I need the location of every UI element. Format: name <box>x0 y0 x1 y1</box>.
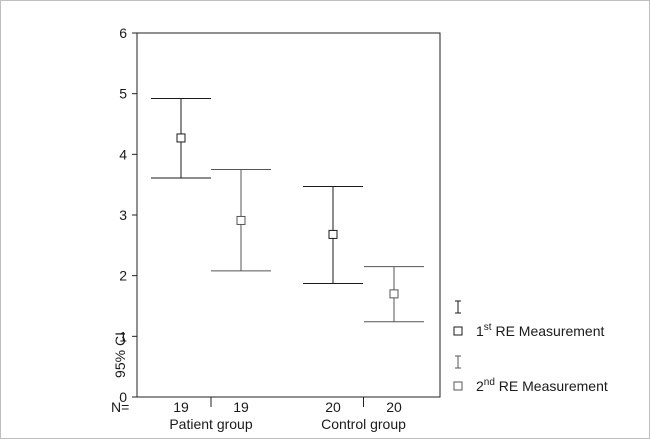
y-tick-label: 5 <box>119 86 127 102</box>
mean-marker <box>328 229 338 239</box>
y-tick-label: 4 <box>119 146 127 162</box>
y-tick-label: 1 <box>119 328 127 344</box>
y-axis: 0 1 2 3 4 5 6 <box>119 25 137 405</box>
legend: 1st RE Measurement 2nd RE Measurement <box>453 300 608 394</box>
mean-marker <box>176 133 186 143</box>
error-bar-4 <box>364 266 424 323</box>
y-tick-label: 3 <box>119 207 127 223</box>
mean-marker <box>236 215 246 225</box>
error-bar-2 <box>211 169 271 272</box>
n-count-label: 20 <box>386 399 402 415</box>
n-count-label: 19 <box>233 399 249 415</box>
y-tick-label: 2 <box>119 268 127 284</box>
plot-area <box>136 32 441 398</box>
legend-marker <box>453 326 463 336</box>
n-label: N= <box>111 399 129 415</box>
y-tick-label: 6 <box>119 25 127 41</box>
legend-label: 1st RE Measurement <box>476 322 605 339</box>
legend-marker <box>453 381 463 391</box>
legend-entry-2: 2nd RE Measurement <box>453 355 608 394</box>
error-bar-1 <box>151 98 211 179</box>
n-count-label: 20 <box>325 399 341 415</box>
group-label: Control group <box>321 416 406 432</box>
group-label: Patient group <box>169 416 252 432</box>
y-tick-label: 0 <box>119 389 127 405</box>
legend-entry-1: 1st RE Measurement <box>453 300 605 339</box>
x-axis: 19 19 20 20 Patient group Control group <box>169 397 406 432</box>
y-axis-label: 95% CI <box>112 332 128 378</box>
error-bar-3 <box>303 185 363 285</box>
error-bars <box>151 98 424 323</box>
mean-marker <box>389 289 399 299</box>
n-count-label: 19 <box>173 399 189 415</box>
legend-label: 2nd RE Measurement <box>476 377 608 394</box>
